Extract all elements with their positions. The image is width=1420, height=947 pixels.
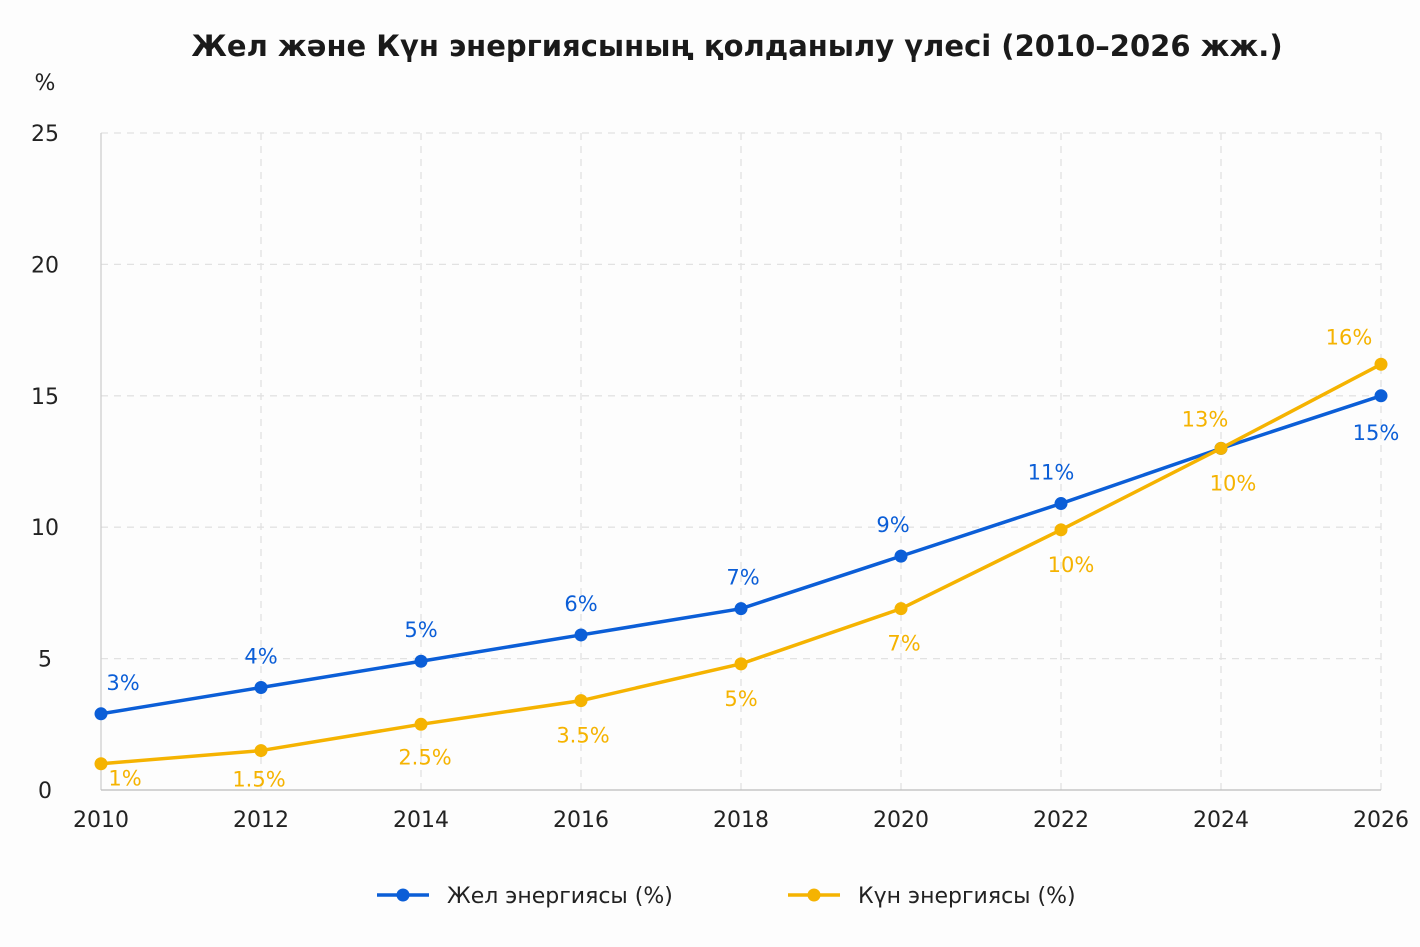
y-tick-label: 5: [38, 648, 52, 673]
data-point: [1374, 357, 1388, 371]
data-point: [254, 681, 268, 695]
y-axis-label: %: [35, 71, 56, 96]
data-label: 3.5%: [556, 724, 609, 748]
data-point: [414, 717, 428, 731]
x-tick-label: 2014: [393, 808, 449, 833]
data-label: 5%: [404, 618, 437, 642]
legend-marker: [396, 888, 410, 902]
legend-label: Күн энергиясы (%): [858, 884, 1076, 909]
data-point: [734, 657, 748, 671]
data-point: [1374, 389, 1388, 403]
legend-item: Жел энергиясы (%): [377, 884, 673, 909]
data-label: 10%: [1210, 471, 1257, 495]
y-tick-label: 25: [31, 122, 59, 147]
y-tick-label: 15: [31, 385, 59, 410]
data-label: 6%: [564, 592, 597, 616]
chart-title: Жел және Күн энергиясының қолданылу үлес…: [191, 29, 1282, 63]
data-point: [254, 744, 268, 758]
legend-label: Жел энергиясы (%): [447, 884, 673, 909]
y-tick-label: 10: [31, 516, 59, 541]
x-tick-label: 2020: [873, 808, 929, 833]
y-tick-label: 0: [38, 779, 52, 804]
x-tick-label: 2022: [1033, 808, 1089, 833]
data-label: 1%: [108, 767, 141, 791]
data-point: [1054, 497, 1068, 511]
data-label: 10%: [1048, 553, 1095, 577]
data-point: [734, 602, 748, 616]
data-label: 11%: [1028, 461, 1075, 485]
x-tick-label: 2026: [1353, 808, 1409, 833]
data-point: [1054, 523, 1068, 537]
data-label: 1.5%: [232, 768, 285, 792]
data-label: 2.5%: [398, 745, 451, 769]
legend-marker: [807, 888, 821, 902]
data-point: [574, 694, 588, 708]
x-tick-label: 2016: [553, 808, 609, 833]
data-point: [414, 654, 428, 668]
data-label: 5%: [724, 687, 757, 711]
y-tick-label: 20: [31, 253, 59, 278]
x-tick-label: 2010: [73, 808, 129, 833]
data-label: 15%: [1353, 421, 1400, 445]
x-tick-label: 2012: [233, 808, 289, 833]
data-label: 9%: [876, 513, 909, 537]
data-point: [1214, 441, 1228, 455]
data-label: 4%: [244, 645, 277, 669]
data-label: 3%: [106, 671, 139, 695]
data-point: [894, 602, 908, 616]
data-point: [94, 757, 108, 771]
data-label: 13%: [1182, 407, 1229, 431]
data-point: [574, 628, 588, 642]
x-tick-label: 2018: [713, 808, 769, 833]
legend-item: Күн энергиясы (%): [788, 884, 1076, 909]
data-label: 7%: [887, 632, 920, 656]
data-label: 7%: [726, 566, 759, 590]
data-point: [894, 549, 908, 563]
data-point: [94, 707, 108, 721]
data-label: 16%: [1326, 325, 1373, 349]
x-tick-label: 2024: [1193, 808, 1249, 833]
